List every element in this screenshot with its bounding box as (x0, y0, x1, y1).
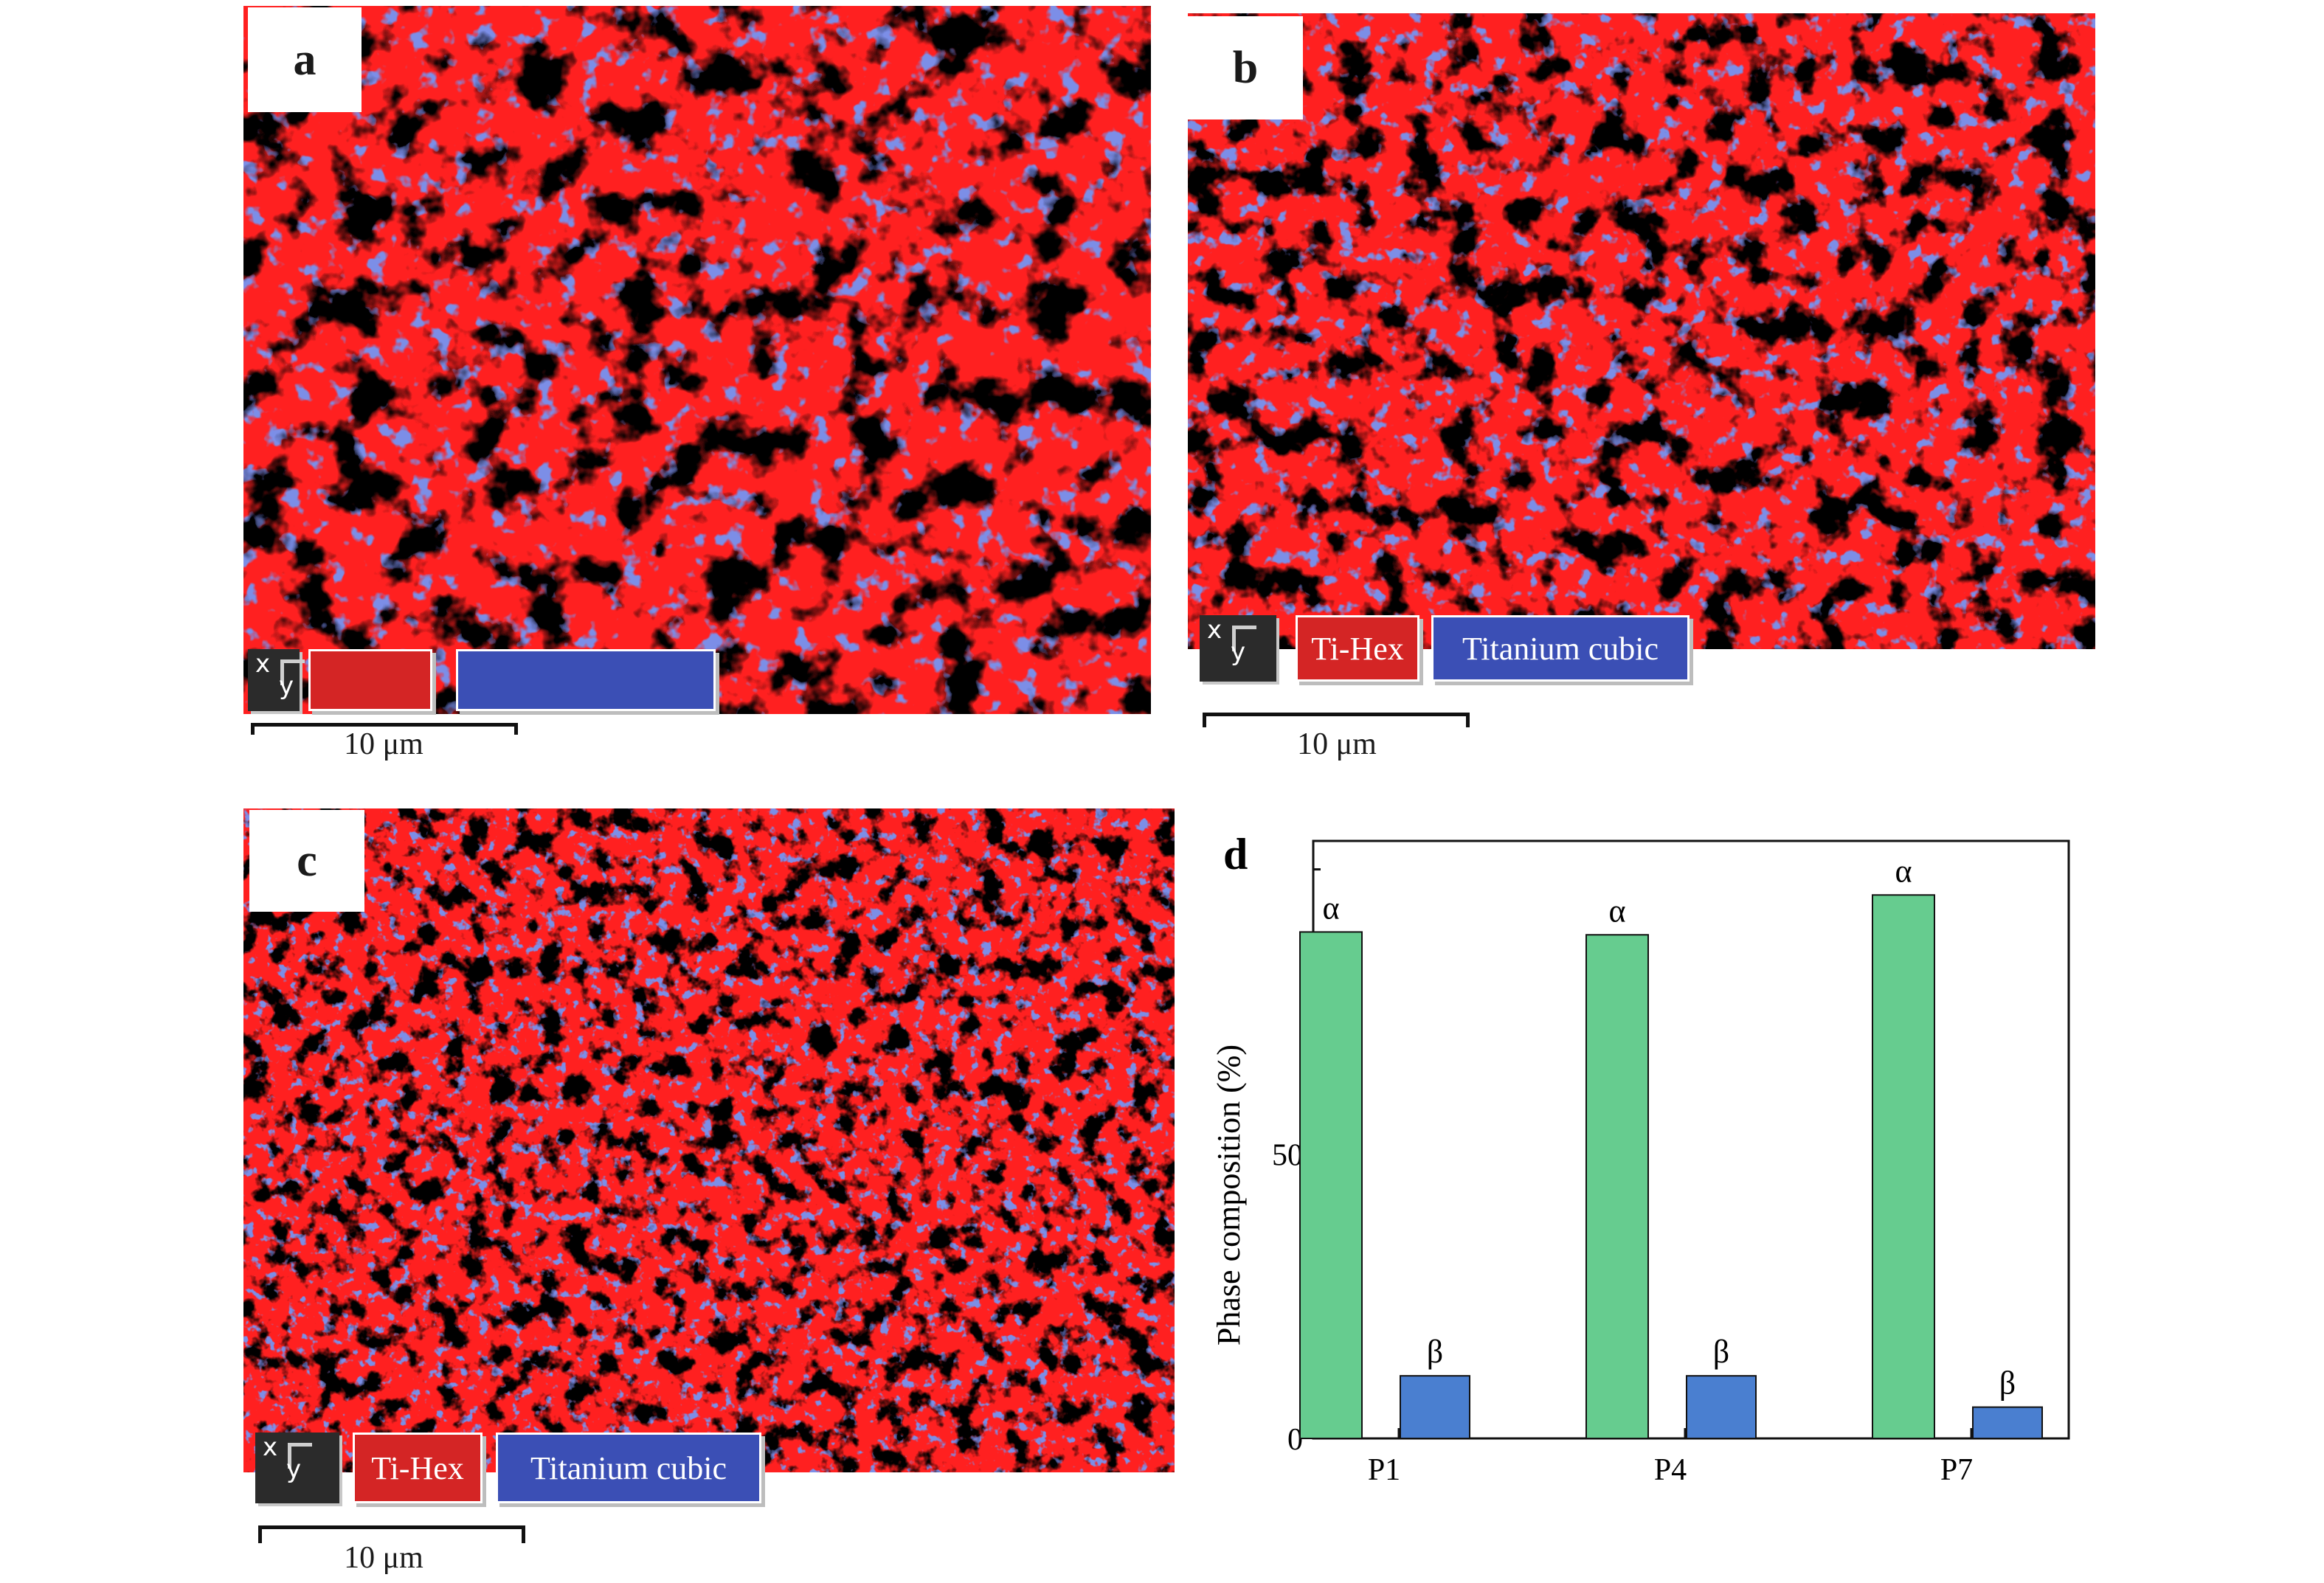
scale-bar-b (1203, 713, 1470, 727)
y-axis-label: Phase composition (%) (1211, 1045, 1247, 1345)
bar-phase-label: β (1427, 1334, 1443, 1370)
grain-boundary-texture (1188, 13, 2095, 649)
ti-hex-swatch: Ti-Hex (353, 1433, 483, 1503)
y-tick-label: 0 (1287, 1423, 1303, 1457)
titanium-cubic-swatch (456, 649, 716, 711)
ebsd-map-b (1188, 13, 2095, 649)
plot-area: 0 50 P1 α β P4 α β P7 α β (1272, 839, 2070, 1483)
panel-letter-d: d (1223, 830, 1248, 879)
x-tick-label: P4 (1654, 1453, 1687, 1483)
phase-legend-b: x y Ti-Hex Titanium cubic (1200, 615, 1690, 682)
phase-map-image (1188, 13, 2095, 649)
phase-map-image (243, 6, 1151, 714)
ebsd-map-c (243, 808, 1175, 1472)
titanium-cubic-swatch: Titanium cubic (496, 1433, 761, 1503)
grain-boundary-texture (243, 6, 1151, 714)
phase-legend-c: x y Ti-Hex Titanium cubic (255, 1433, 761, 1503)
ti-hex-swatch (308, 649, 432, 711)
panel-letter-b: b (1188, 16, 1303, 119)
bar-phase-label: α (1608, 893, 1625, 929)
panel-letter-a: a (248, 7, 362, 112)
bar-phase-label: α (1322, 890, 1339, 926)
grain-boundary-texture (243, 808, 1175, 1472)
bar-alpha (1872, 894, 1935, 1440)
bar-alpha (1299, 931, 1363, 1439)
axis-orientation-icon: x y (248, 649, 305, 711)
scale-bar-c (258, 1525, 525, 1543)
axis-orientation-icon: x y (255, 1433, 339, 1503)
scale-label-a: 10 μm (344, 727, 423, 761)
ti-hex-swatch: Ti-Hex (1296, 615, 1419, 682)
titanium-cubic-swatch: Titanium cubic (1431, 615, 1690, 682)
scale-bar-a (251, 723, 518, 735)
x-tick-label: P1 (1368, 1453, 1400, 1483)
phase-composition-chart: d 0 50 P1 α β P4 α β P7 α β Phase composition (%) (1211, 830, 2070, 1483)
y-tick-label: 50 (1272, 1138, 1303, 1172)
scale-label-b: 10 μm (1297, 727, 1377, 761)
scale-label-c: 10 μm (344, 1541, 423, 1575)
bar-phase-label: α (1895, 853, 1912, 889)
bar-phase-label: β (1713, 1334, 1729, 1370)
bar-beta (1400, 1375, 1470, 1440)
axis-orientation-icon: x y (1200, 615, 1276, 682)
bar-phase-label: β (1999, 1365, 2016, 1402)
x-tick-label: P7 (1940, 1453, 1973, 1483)
phase-map-image (243, 808, 1175, 1472)
bar-beta (1686, 1375, 1757, 1440)
phase-legend-a: x y (248, 649, 716, 711)
ebsd-map-a (243, 6, 1151, 714)
panel-letter-c: c (249, 810, 364, 912)
bar-alpha (1585, 934, 1649, 1440)
bar-beta (1972, 1406, 2043, 1439)
